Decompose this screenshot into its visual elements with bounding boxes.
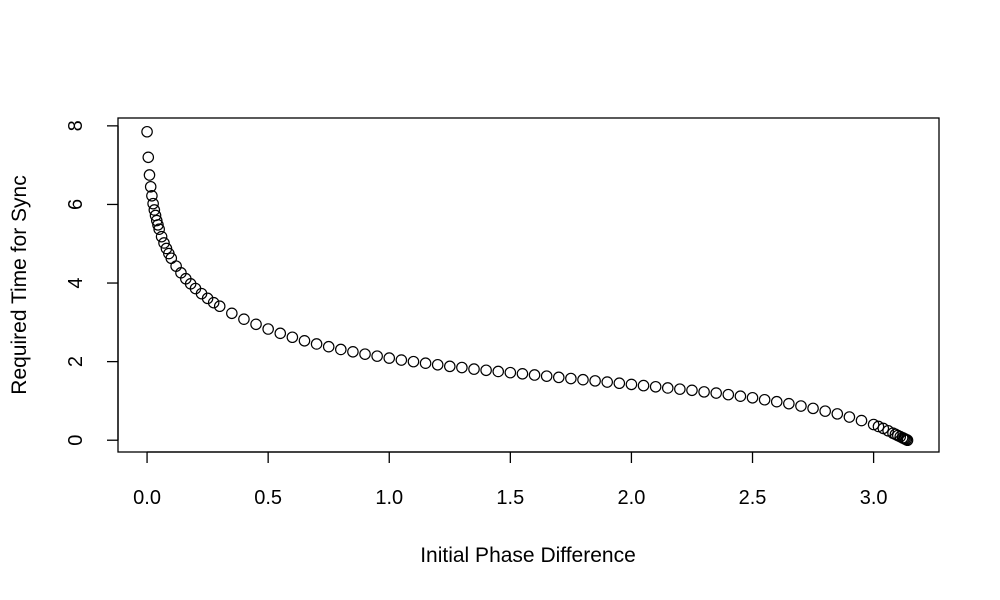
x-axis-title: Initial Phase Difference <box>420 544 636 567</box>
x-tick-label: 2.5 <box>739 487 767 509</box>
data-point <box>238 313 250 325</box>
data-point <box>371 350 383 362</box>
data-point <box>153 223 165 236</box>
data-point <box>250 318 262 331</box>
data-point <box>674 383 686 395</box>
x-tick-label: 0.5 <box>254 487 282 509</box>
data-point <box>286 331 299 344</box>
data-point <box>383 352 396 364</box>
data-point <box>148 204 161 216</box>
data-point <box>807 402 819 415</box>
data-point <box>819 405 831 417</box>
y-tick-label: 2 <box>65 356 87 367</box>
x-tick-label: 1.0 <box>375 487 403 509</box>
data-point <box>710 387 722 399</box>
data-point <box>274 327 287 340</box>
data-point <box>601 376 614 388</box>
data-point <box>335 343 347 356</box>
x-tick-label: 1.5 <box>496 487 524 509</box>
data-point <box>201 292 214 305</box>
data-point <box>298 334 311 347</box>
data-point <box>347 345 359 358</box>
y-tick-label: 4 <box>65 277 87 288</box>
y-tick-label: 6 <box>65 199 87 210</box>
data-point <box>431 358 444 371</box>
data-point <box>142 151 155 164</box>
data-point <box>516 368 529 380</box>
plot-frame <box>117 117 940 453</box>
y-axis-title: Required Time for Sync <box>8 175 31 394</box>
data-point <box>577 373 589 386</box>
data-point <box>589 375 601 387</box>
data-point <box>456 361 468 374</box>
data-point <box>758 393 771 406</box>
data-point <box>480 364 492 377</box>
data-point <box>770 395 783 408</box>
data-point <box>213 300 226 313</box>
data-point <box>867 418 880 431</box>
y-tick-label: 8 <box>65 120 87 131</box>
data-point <box>552 371 565 384</box>
data-point <box>419 357 432 369</box>
data-point <box>831 408 844 420</box>
data-point <box>613 377 626 390</box>
data-point <box>783 397 795 410</box>
data-point <box>152 219 164 231</box>
data-point <box>565 372 577 385</box>
data-point <box>310 338 323 350</box>
data-point <box>734 390 747 403</box>
data-point <box>407 355 420 368</box>
data-point <box>147 197 159 210</box>
y-axis: 0 2 4 6 8 <box>65 120 119 446</box>
x-tick-label: 2.0 <box>618 487 646 509</box>
x-axis: 0.0 0.5 1.0 1.5 2.0 2.5 3.0 <box>133 451 888 509</box>
data-point <box>150 214 163 227</box>
data-point <box>722 388 735 401</box>
data-point <box>698 386 710 398</box>
data-point <box>262 323 274 335</box>
data-point <box>443 360 456 373</box>
data-point <box>540 370 553 382</box>
data-point <box>795 400 807 412</box>
data-point <box>144 180 157 193</box>
data-point <box>855 414 868 427</box>
data-point <box>746 391 759 404</box>
data-point <box>322 340 335 353</box>
data-point <box>359 348 371 360</box>
data-point <box>843 411 856 423</box>
data-point <box>901 434 914 447</box>
y-tick-label: 0 <box>65 435 87 446</box>
data-point <box>155 230 168 243</box>
data-point <box>207 296 220 309</box>
data-point <box>492 365 505 378</box>
data-point <box>625 378 638 391</box>
data-point <box>686 384 698 397</box>
x-tick-label: 0.0 <box>133 487 161 509</box>
data-point <box>528 369 541 381</box>
data-point <box>146 190 158 202</box>
data-point <box>226 307 238 320</box>
data-point <box>158 237 170 249</box>
data-point <box>661 382 674 394</box>
data-point <box>141 125 153 138</box>
data-point <box>160 242 173 255</box>
data-point <box>143 169 156 181</box>
data-point <box>395 354 408 366</box>
data-point <box>504 366 517 379</box>
data-point <box>872 420 885 433</box>
data-point <box>468 363 480 375</box>
data-points <box>141 125 914 447</box>
data-point <box>649 380 662 393</box>
data-point <box>637 379 650 392</box>
x-tick-label: 3.0 <box>860 487 888 509</box>
